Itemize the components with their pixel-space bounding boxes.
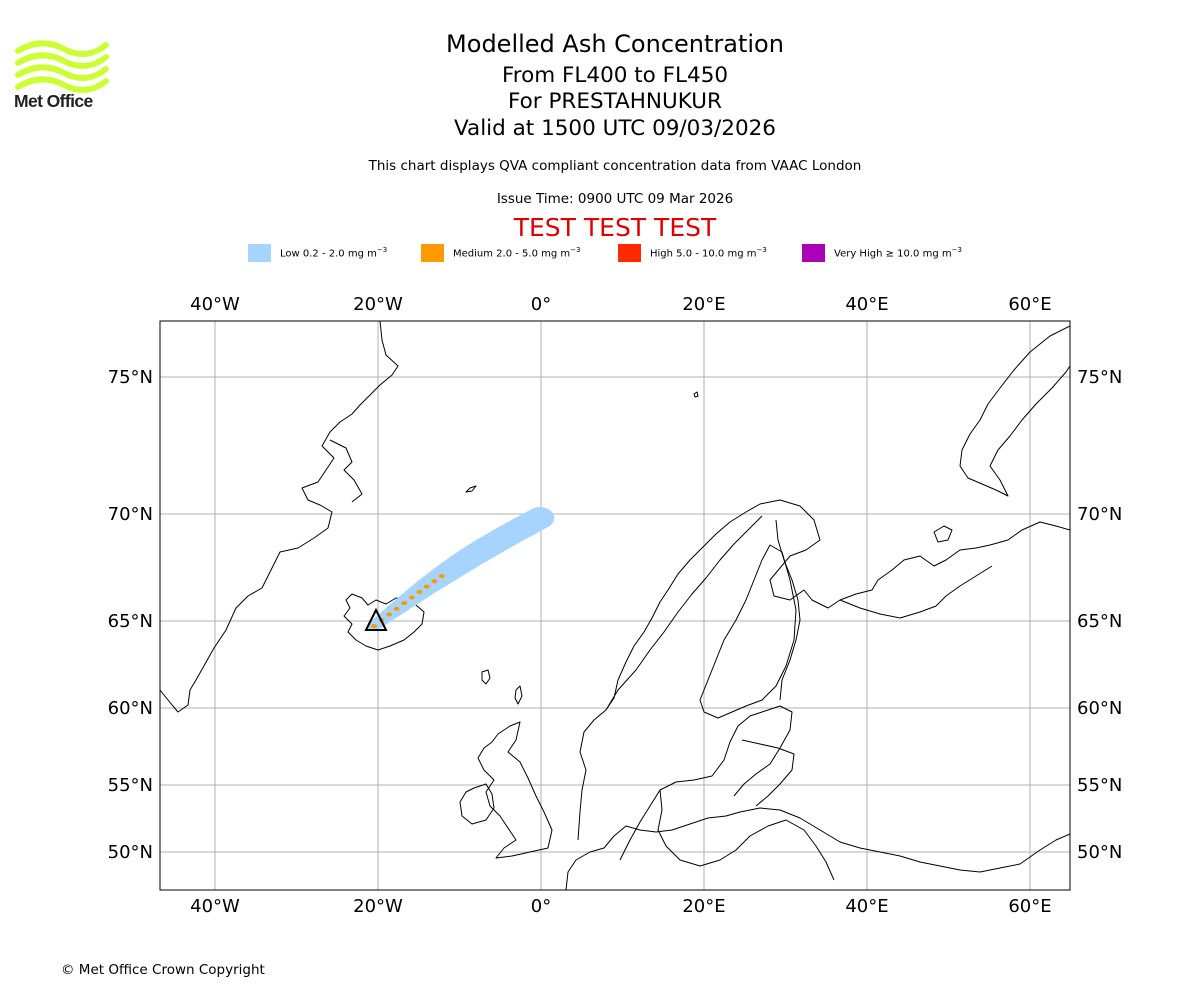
legend-swatch-medium bbox=[421, 244, 444, 262]
lon-tick-bottom-20e: 20°E bbox=[682, 896, 725, 917]
lat-ticks-left: 75°N 70°N 65°N 60°N 55°N 50°N bbox=[108, 367, 153, 863]
lat-tick-right-65n: 65°N bbox=[1077, 611, 1122, 632]
border-norway-sweden bbox=[605, 515, 763, 711]
volcano-marker-icon bbox=[364, 607, 388, 631]
map-frame bbox=[159, 320, 1071, 891]
legend-item-low: Low 0.2 - 2.0 mg m−3 bbox=[248, 243, 387, 263]
met-office-logo-text: Met Office bbox=[14, 91, 93, 111]
border-finland-russia bbox=[775, 519, 801, 701]
legend-item-very-high: Very High ≥ 10.0 mg m−3 bbox=[802, 243, 962, 263]
border-baltic-states bbox=[741, 739, 795, 807]
coast-bothnia bbox=[699, 544, 797, 719]
lon-tick-top-40e: 40°E bbox=[845, 294, 888, 315]
lat-tick-right-75n: 75°N bbox=[1077, 367, 1122, 388]
legend-item-medium: Medium 2.0 - 5.0 mg m−3 bbox=[421, 243, 580, 263]
lat-tick-left-50n: 50°N bbox=[108, 842, 153, 863]
lon-tick-bottom-20w: 20°W bbox=[353, 896, 403, 917]
copyright: © Met Office Crown Copyright bbox=[61, 962, 265, 978]
lon-tick-top-40w: 40°W bbox=[190, 294, 240, 315]
lon-tick-top-60e: 60°E bbox=[1008, 294, 1051, 315]
graticule bbox=[160, 321, 1070, 890]
lat-tick-right-55n: 55°N bbox=[1077, 775, 1122, 796]
coast-baltic bbox=[619, 705, 793, 861]
ash-plume bbox=[367, 507, 555, 631]
coast-greenland-fjord bbox=[329, 439, 363, 503]
coast-iceland bbox=[343, 593, 425, 651]
coast-faroe bbox=[481, 669, 491, 685]
legend-swatch-low bbox=[248, 244, 271, 262]
coast-scandinavia bbox=[577, 499, 1070, 841]
legend-item-high: High 5.0 - 10.0 mg m−3 bbox=[618, 243, 767, 263]
concentration-legend: Low 0.2 - 2.0 mg m−3 Medium 2.0 - 5.0 mg… bbox=[0, 243, 1200, 265]
chart-title: Modelled Ash Concentration bbox=[446, 30, 784, 58]
lon-tick-bottom-40w: 40°W bbox=[190, 896, 240, 917]
met-office-wave-logo-icon bbox=[15, 40, 109, 93]
plume-core-dot bbox=[438, 574, 445, 579]
legend-swatch-high bbox=[618, 244, 641, 262]
coast-novaya-zemlya bbox=[959, 325, 1070, 497]
lat-tick-right-50n: 50°N bbox=[1077, 842, 1122, 863]
issue-time: Issue Time: 0900 UTC 09 Mar 2026 bbox=[496, 191, 734, 207]
lon-tick-bottom-40e: 40°E bbox=[845, 896, 888, 917]
coast-kolguyev bbox=[933, 525, 953, 543]
lat-tick-left-60n: 60°N bbox=[108, 698, 153, 719]
coast-greenland bbox=[160, 321, 399, 713]
coast-white-sea bbox=[839, 565, 993, 619]
lat-ticks-right: 75°N 70°N 65°N 60°N 55°N 50°N bbox=[1077, 367, 1122, 863]
lat-tick-right-60n: 60°N bbox=[1077, 698, 1122, 719]
valid-time: Valid at 1500 UTC 09/03/2026 bbox=[453, 116, 776, 141]
plume-core-dot bbox=[393, 606, 400, 611]
coast-shetland bbox=[514, 685, 523, 705]
coast-great-britain bbox=[477, 721, 553, 859]
lat-tick-left-65n: 65°N bbox=[108, 611, 153, 632]
compliance-note: This chart displays QVA compliant concen… bbox=[368, 158, 862, 174]
lat-tick-left-55n: 55°N bbox=[108, 775, 153, 796]
coast-europe bbox=[565, 807, 1070, 890]
lon-tick-top-20e: 20°E bbox=[682, 294, 725, 315]
lat-tick-right-70n: 70°N bbox=[1077, 504, 1122, 525]
plume-core-dot bbox=[371, 624, 377, 628]
coast-bear-island bbox=[693, 391, 699, 398]
plume-core-dot bbox=[423, 584, 430, 589]
plume-core-dot bbox=[416, 590, 423, 594]
border-central-europe bbox=[657, 789, 835, 881]
volcano-name: For PRESTAHNUKUR bbox=[508, 89, 722, 114]
lon-ticks-bottom: 40°W 20°W 0° 20°E 40°E 60°E bbox=[190, 896, 1051, 917]
plume-blob bbox=[525, 507, 555, 529]
lat-tick-left-75n: 75°N bbox=[108, 367, 153, 388]
coast-jan-mayen bbox=[465, 485, 477, 493]
plume-core-dot bbox=[431, 579, 438, 584]
test-banner: TEST TEST TEST bbox=[513, 213, 717, 242]
legend-swatch-very-high bbox=[802, 244, 825, 262]
lon-tick-top-0: 0° bbox=[531, 294, 551, 315]
plume-core-dot bbox=[408, 595, 415, 600]
plume-core-dot bbox=[401, 601, 408, 606]
lat-tick-left-70n: 70°N bbox=[108, 504, 153, 525]
lon-ticks-top: 40°W 20°W 0° 20°E 40°E 60°E bbox=[190, 294, 1051, 315]
lon-tick-bottom-0: 0° bbox=[531, 896, 551, 917]
coast-ireland bbox=[459, 783, 495, 825]
flight-level-range: From FL400 to FL450 bbox=[501, 63, 729, 88]
lon-tick-bottom-60e: 60°E bbox=[1008, 896, 1051, 917]
lon-tick-top-20w: 20°W bbox=[353, 294, 403, 315]
coastlines bbox=[160, 321, 1070, 890]
plume-core-dot bbox=[386, 612, 393, 617]
